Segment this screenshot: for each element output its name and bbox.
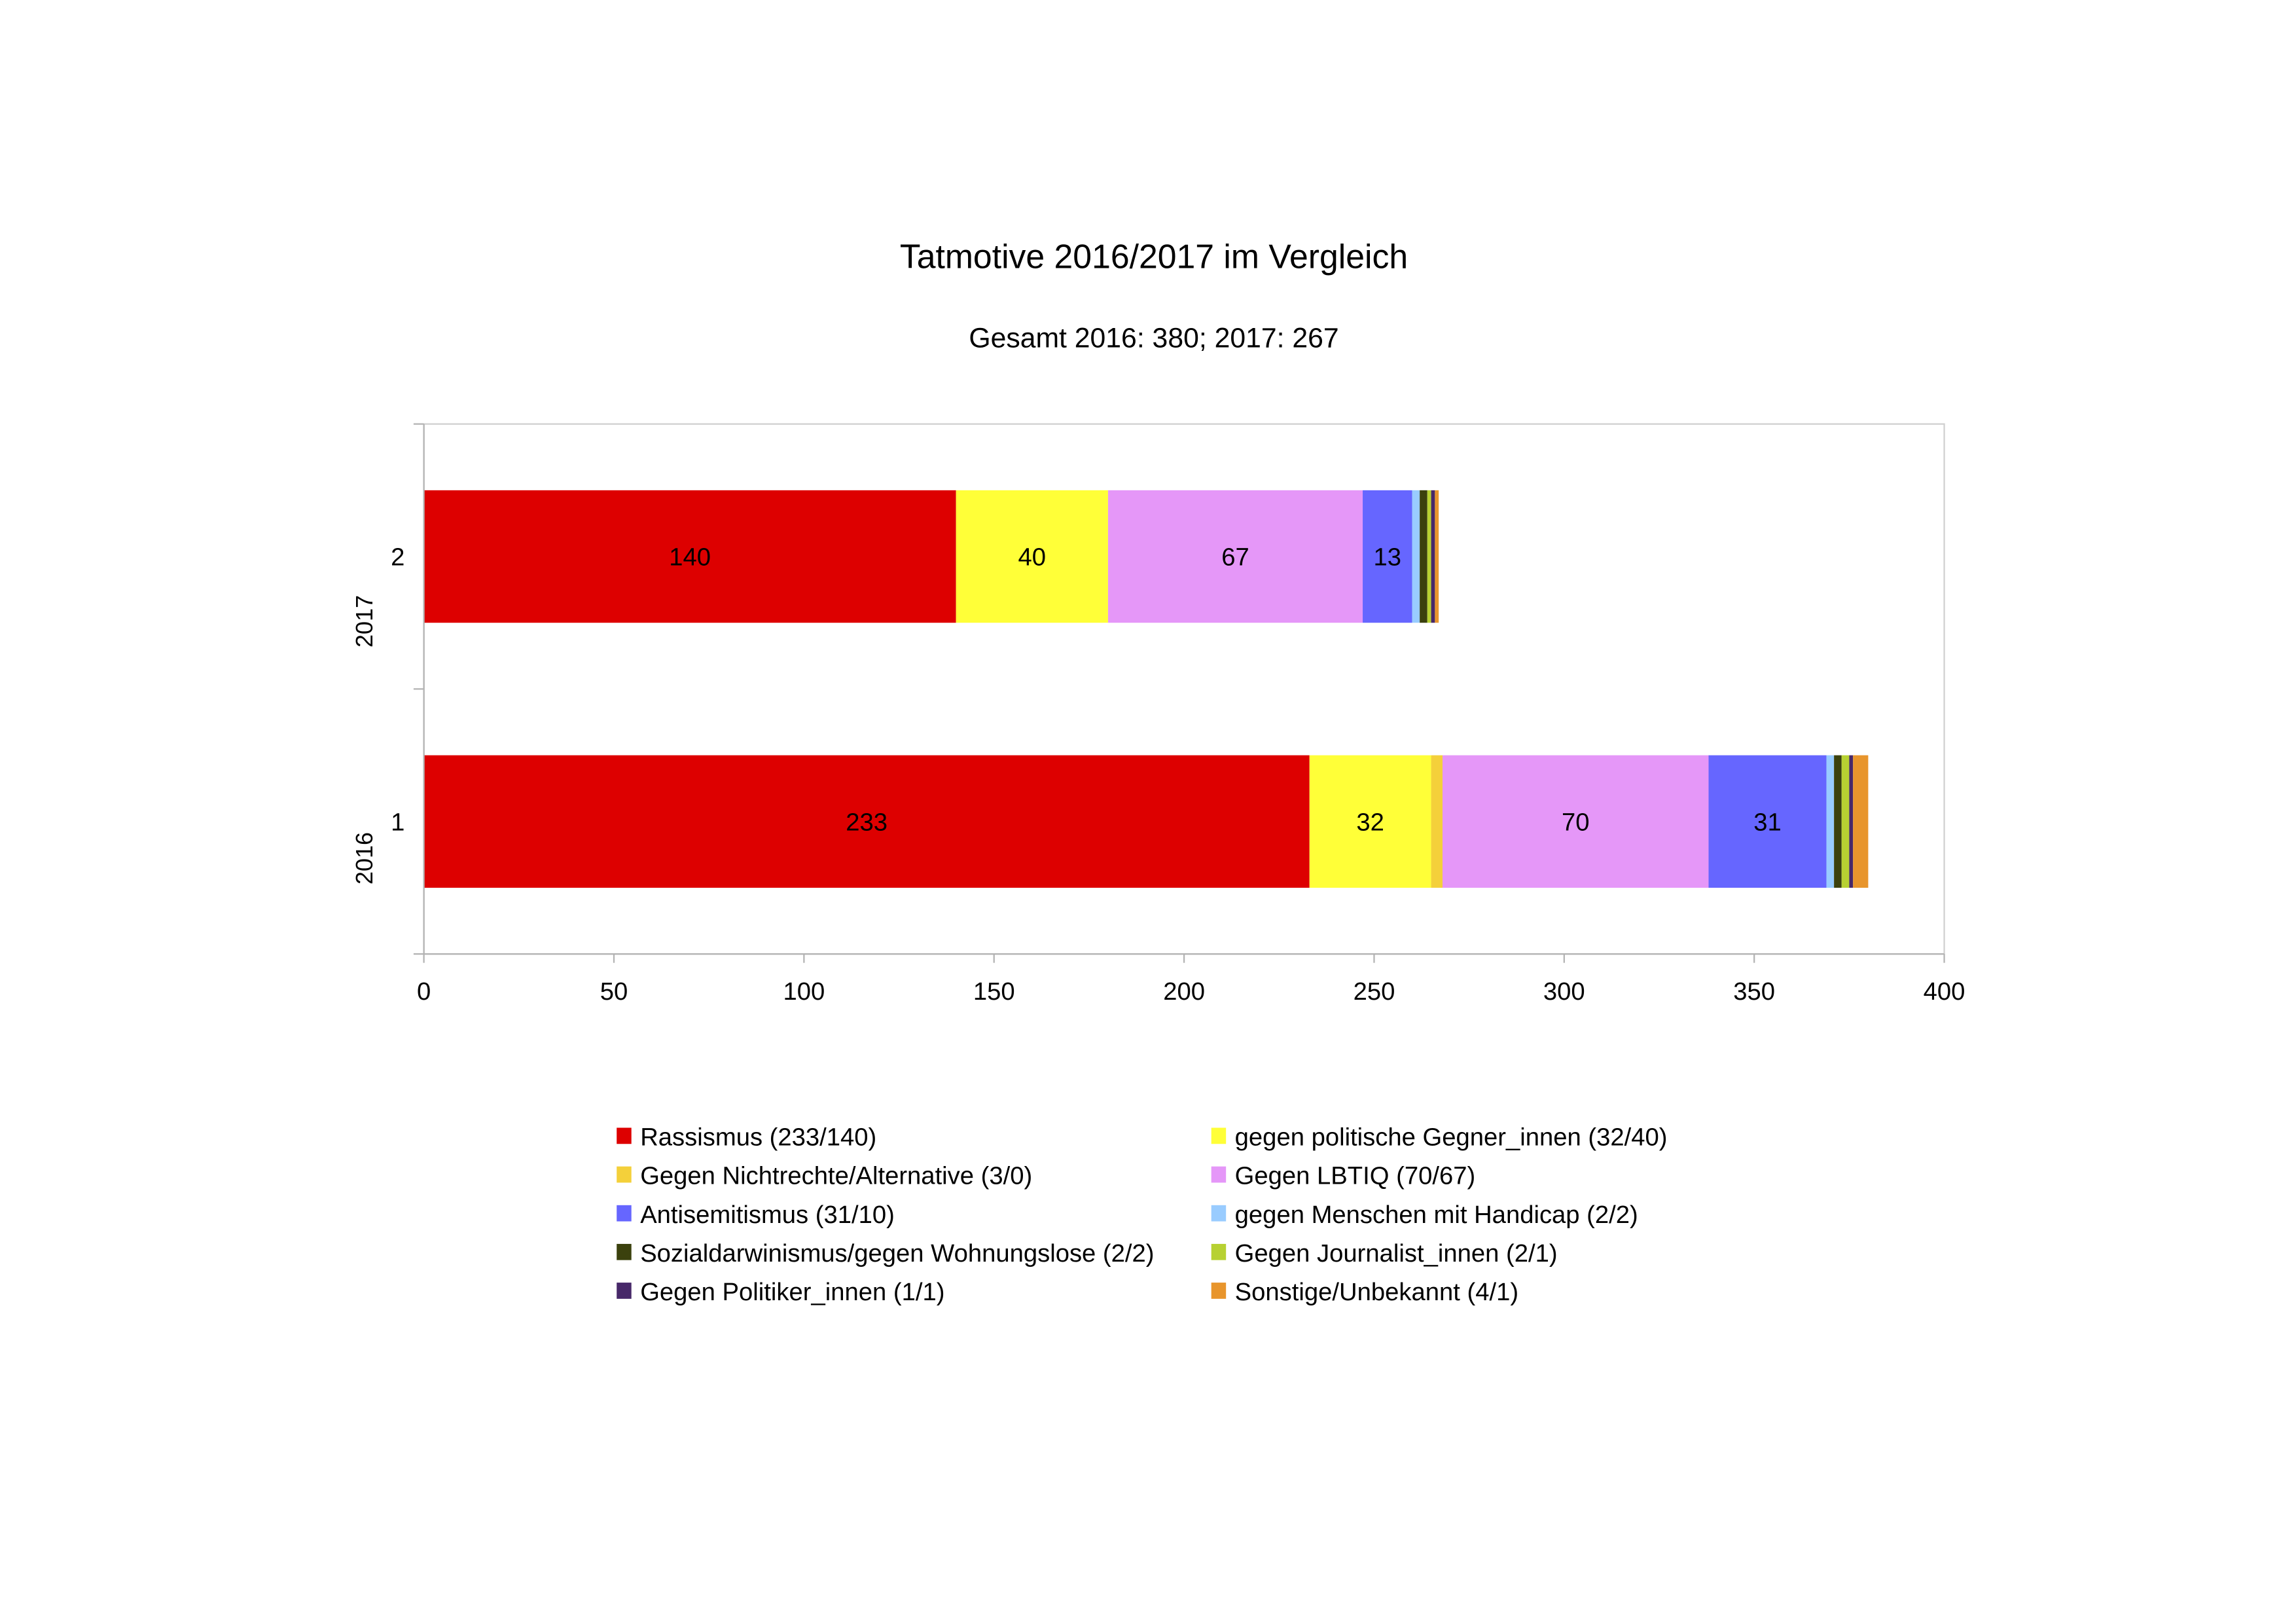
bar-segment [1412, 490, 1420, 623]
bar-segment [1834, 755, 1842, 888]
bar-segment [1309, 755, 1431, 888]
data-label: 13 [1374, 543, 1402, 572]
legend-label: Antisemitismus (31/10) [640, 1201, 895, 1229]
legend-swatch [1211, 1283, 1227, 1299]
x-tick-label: 350 [1733, 977, 1775, 1006]
legend-swatch [1211, 1127, 1227, 1144]
data-label: 32 [1356, 808, 1384, 836]
data-label: 70 [1562, 808, 1590, 836]
legend-label: gegen politische Gegner_innen (32/40) [1235, 1123, 1668, 1152]
legend-label: Gegen Politiker_innen (1/1) [640, 1278, 944, 1306]
legend-label: Sonstige/Unbekannt (4/1) [1235, 1278, 1518, 1306]
data-label: 40 [1018, 543, 1047, 572]
legend-label: Gegen Nichtrechte/Alternative (3/0) [640, 1162, 1032, 1190]
bar-segment [1363, 490, 1412, 623]
bar-segment [1849, 755, 1854, 888]
bar-segment [423, 490, 956, 623]
bar-segment [1435, 490, 1439, 623]
bar-segment [1431, 755, 1443, 888]
data-label: 31 [1753, 808, 1782, 836]
x-tick-label: 200 [1163, 977, 1205, 1006]
category-group-label-2017: 2017 [351, 595, 378, 647]
x-tick-label: 100 [783, 977, 825, 1006]
x-tick-label: 300 [1543, 977, 1585, 1006]
bar-segment [1427, 490, 1431, 623]
legend-label: Sozialdarwinismus/gegen Wohnungslose (2/… [640, 1239, 1154, 1267]
bar-segment [1107, 490, 1363, 623]
x-tick-label: 0 [417, 977, 431, 1006]
bar-segment [1708, 755, 1827, 888]
legend-swatch [1211, 1166, 1227, 1183]
bar-segment [423, 755, 1310, 888]
legend-swatch [617, 1243, 632, 1260]
x-tick-label: 150 [973, 977, 1015, 1006]
bar-segment [956, 490, 1108, 623]
legend-swatch [1211, 1243, 1227, 1260]
legend-swatch [617, 1283, 632, 1299]
bar-segment [1420, 490, 1427, 623]
chart-subtitle: Gesamt 2016: 380; 2017: 267 [969, 323, 1338, 354]
legend-swatch [1211, 1205, 1227, 1222]
category-tick-label: 1 [391, 808, 404, 836]
bar-segment [1442, 755, 1709, 888]
legend-swatch [617, 1205, 632, 1222]
x-tick-label: 50 [600, 977, 628, 1006]
x-tick-label: 250 [1354, 977, 1395, 1006]
bar-segment [1841, 755, 1850, 888]
bar-segment [1431, 490, 1435, 623]
data-label: 140 [669, 543, 711, 572]
legend-label: gegen Menschen mit Handicap (2/2) [1235, 1201, 1638, 1229]
legend-label: Gegen Journalist_innen (2/1) [1235, 1239, 1558, 1267]
bar-segment [1826, 755, 1835, 888]
x-tick-label: 400 [1924, 977, 1965, 1006]
data-label: 233 [846, 808, 888, 836]
bar-segment [1853, 755, 1869, 888]
category-tick-label: 2 [391, 543, 404, 572]
legend-label: Rassismus (233/140) [640, 1123, 876, 1152]
chart-title: Tatmotive 2016/2017 im Vergleich [900, 237, 1408, 275]
category-group-label-2016: 2016 [351, 832, 378, 884]
legend-swatch [617, 1166, 632, 1183]
legend-label: Gegen LBTIQ (70/67) [1235, 1162, 1476, 1190]
legend-swatch [617, 1127, 632, 1144]
data-label: 67 [1221, 543, 1249, 572]
